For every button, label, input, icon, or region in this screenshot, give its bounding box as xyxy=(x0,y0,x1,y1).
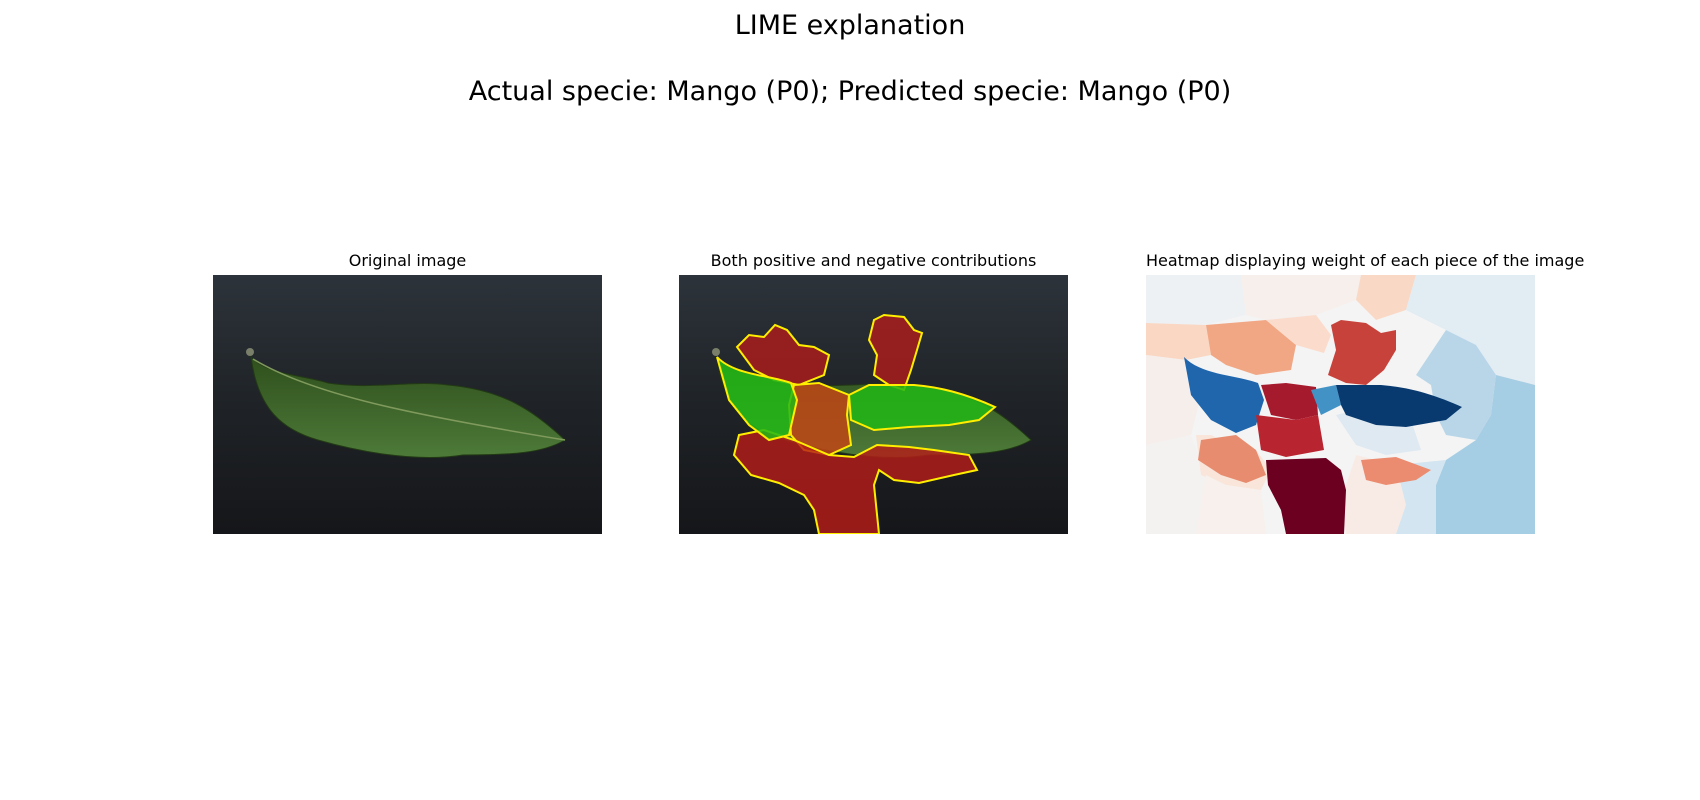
heatmap-segment xyxy=(1266,458,1346,534)
heatmap-segment xyxy=(1146,275,1246,325)
heatmap-segment xyxy=(1311,385,1341,415)
positive-region xyxy=(716,356,799,442)
panel-title-contributions: Both positive and negative contributions xyxy=(710,251,1037,270)
heatmap-segment xyxy=(1266,315,1331,353)
heatmap-segment xyxy=(1361,457,1431,485)
positive-region xyxy=(847,384,997,432)
heatmap-segment xyxy=(1198,435,1266,483)
heatmap-segment xyxy=(1261,383,1318,420)
heatmap-segment xyxy=(1436,375,1535,534)
heatmap-segment xyxy=(1336,385,1462,427)
heatmap-segment xyxy=(1146,355,1201,445)
heatmap-segment xyxy=(1241,275,1361,320)
heatmap-segment xyxy=(1406,275,1535,385)
panel-title-original: Original image xyxy=(348,251,467,270)
heatmap-segment xyxy=(1328,320,1396,385)
figure-subtitle: Actual specie: Mango (P0); Predicted spe… xyxy=(468,76,1232,107)
panel-title-heatmap: Heatmap displaying weight of each piece … xyxy=(1146,251,1585,270)
figure-title: LIME explanation xyxy=(734,10,966,41)
heatmap-segment xyxy=(1256,415,1324,457)
heatmap-segment xyxy=(1356,275,1416,320)
heatmap-segment xyxy=(1146,435,1206,534)
heatmap-segment xyxy=(1146,323,1211,360)
contributions-image xyxy=(679,275,1068,534)
heatmap-image xyxy=(1146,275,1535,534)
heatmap-segment xyxy=(1184,357,1264,433)
negative-region xyxy=(732,428,979,534)
negative-region xyxy=(867,313,924,392)
heatmap-segment xyxy=(1206,320,1296,375)
heatmap-segment xyxy=(1196,475,1266,534)
original-image xyxy=(213,275,602,534)
